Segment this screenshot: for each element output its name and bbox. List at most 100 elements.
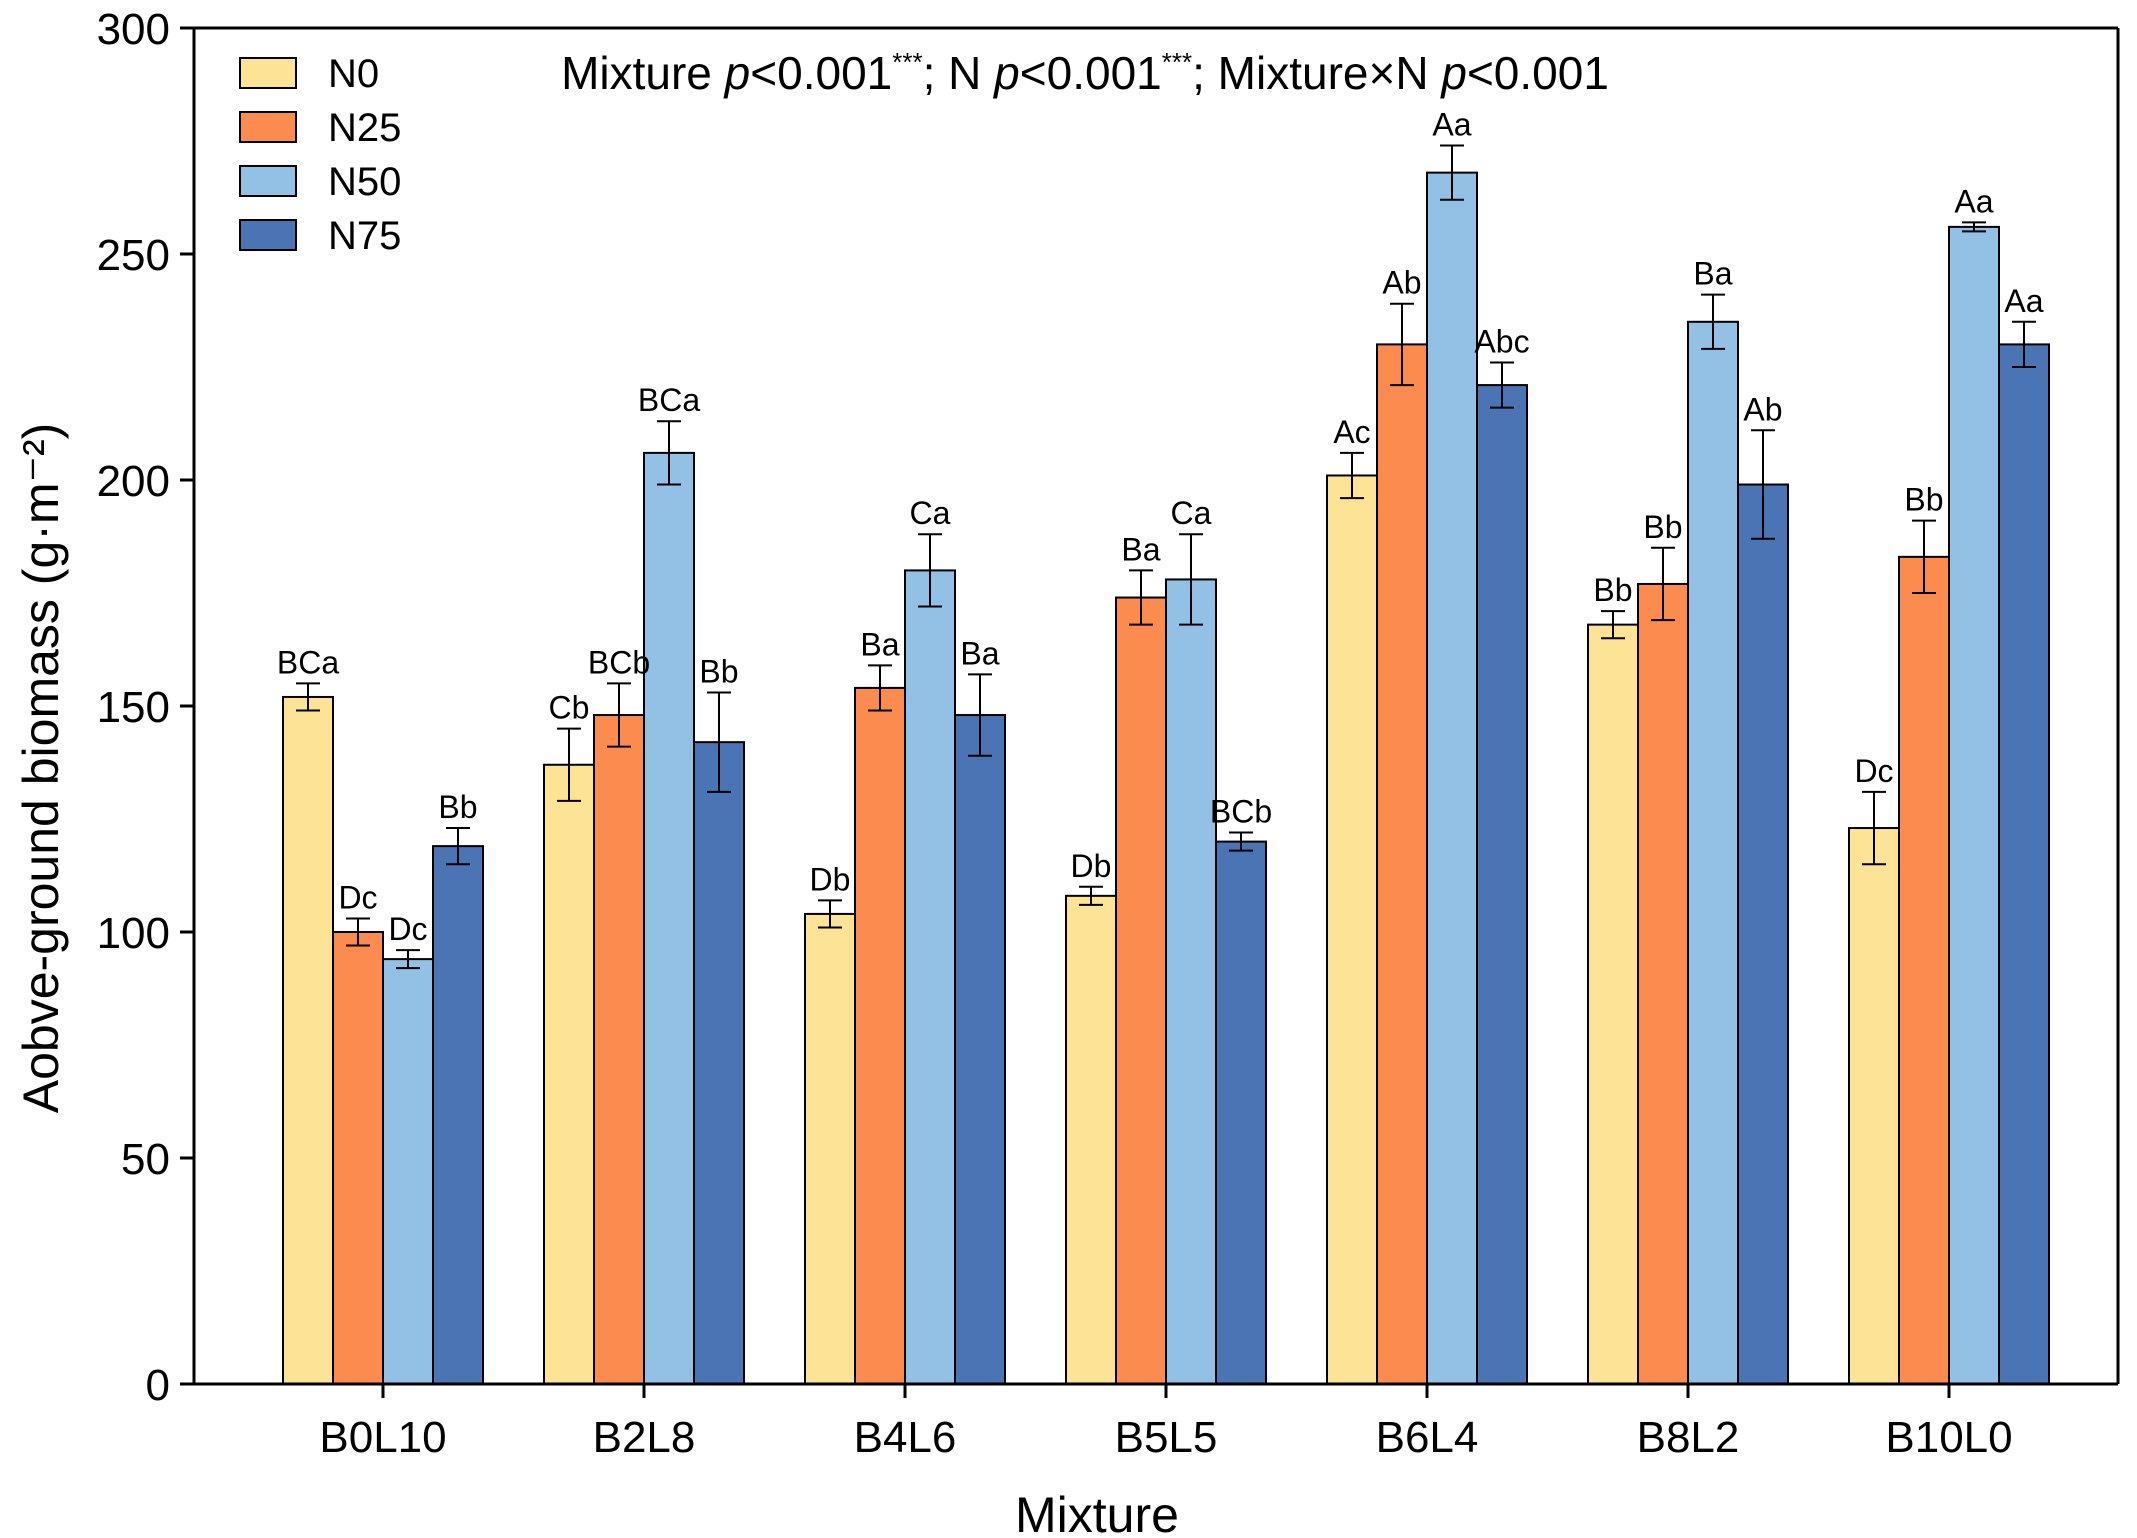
y-tick-label: 0	[146, 1361, 170, 1410]
legend: N0 N25 N50 N75	[239, 52, 401, 258]
bar-n50-b10l0	[1948, 225, 2000, 1385]
error-bar-n50-b5l5	[1179, 533, 1203, 626]
y-tick-label: 150	[97, 683, 170, 732]
significance-label-n0-b6l4: Ac	[1333, 414, 1370, 450]
error-bar-n25-b10l0	[1912, 519, 1936, 594]
annotation-part: ***	[1162, 47, 1192, 77]
bar-n50-b6l4	[1426, 171, 1478, 1385]
significance-label-n0-b5l5: Db	[1071, 848, 1112, 884]
error-bar-n25-b0l10	[346, 917, 370, 947]
error-bar-n75-b10l0	[2012, 320, 2036, 368]
y-tick-label: 250	[97, 231, 170, 280]
x-tick-label: B10L0	[1885, 1413, 2012, 1462]
x-tick-label: B2L8	[593, 1413, 696, 1462]
bar-n0-b4l6	[804, 912, 856, 1385]
error-bar-n25-b6l4	[1390, 302, 1414, 387]
significance-label-n0-b4l6: Db	[810, 861, 851, 897]
error-bar-n25-b8l2	[1651, 546, 1675, 622]
error-bar-n50-b0l10	[396, 949, 420, 970]
bar-n0-b10l0	[1848, 827, 1900, 1385]
bar-n25-b2l8	[593, 714, 645, 1385]
bar-n75-b2l8	[693, 741, 745, 1385]
y-tick-label: 300	[97, 5, 170, 54]
significance-label-n0-b2l8: Cb	[549, 690, 590, 726]
error-bar-n0-b4l6	[818, 899, 842, 929]
significance-label-n75-b6l4: Abc	[1474, 323, 1529, 359]
significance-label-n50-b8l2: Ba	[1693, 256, 1732, 292]
bar-n0-b8l2	[1587, 623, 1639, 1385]
legend-swatch	[239, 219, 297, 251]
significance-label-n25-b5l5: Ba	[1121, 531, 1160, 567]
significance-label-n75-b10l0: Aa	[2004, 283, 2043, 319]
error-bar-n0-b2l8	[557, 727, 581, 802]
significance-label-n0-b8l2: Bb	[1593, 572, 1632, 608]
bar-n25-b6l4	[1376, 343, 1428, 1385]
error-bar-n75-b0l10	[446, 827, 470, 866]
error-bar-n25-b2l8	[607, 682, 631, 748]
error-bar-n0-b6l4	[1340, 451, 1364, 500]
annotation-part: p	[723, 47, 751, 99]
significance-label-n0-b10l0: Dc	[1854, 753, 1893, 789]
significance-label-n25-b4l6: Ba	[860, 626, 899, 662]
significance-label-n50-b10l0: Aa	[1954, 183, 1993, 219]
error-bar-n75-b5l5	[1229, 831, 1253, 852]
x-tick-label: B0L10	[319, 1413, 446, 1462]
significance-label-n25-b8l2: Bb	[1643, 509, 1682, 545]
bar-n50-b4l6	[904, 569, 956, 1385]
error-bar-n75-b6l4	[1490, 361, 1514, 409]
significance-label-n75-b4l6: Ba	[960, 635, 999, 671]
significance-label-n50-b4l6: Ca	[910, 495, 951, 531]
error-bar-n50-b6l4	[1440, 144, 1464, 201]
bar-n75-b4l6	[954, 714, 1006, 1385]
x-tick-label: B4L6	[854, 1413, 957, 1462]
axes-layer: 0 50 100 150 200 250 300 B0L10 B2L8 B4L6 B5L5 B6L4 B…	[97, 5, 2120, 1462]
y-axis-title: Aobve-ground biomass (g·m⁻²)	[13, 423, 69, 1114]
error-bar-n50-b10l0	[1962, 221, 1986, 233]
bar-n0-b5l5	[1065, 894, 1117, 1386]
bar-n25-b10l0	[1898, 555, 1950, 1385]
error-bar-n50-b2l8	[657, 420, 681, 486]
bar-n50-b8l2	[1687, 320, 1739, 1385]
annotation-part: <0.001	[1020, 47, 1162, 99]
error-bar-n75-b8l2	[1751, 429, 1775, 540]
y-tick-label: 200	[97, 457, 170, 506]
bar-n50-b0l10	[382, 958, 434, 1385]
annotation-part: p	[992, 47, 1020, 99]
significance-label-n50-b6l4: Aa	[1432, 107, 1471, 143]
significance-label-n25-b2l8: BCb	[588, 644, 650, 680]
annotation-part: ***	[892, 47, 922, 77]
error-bar-n0-b8l2	[1601, 610, 1625, 640]
significance-label-n75-b8l2: Ab	[1743, 391, 1782, 427]
significance-label-n75-b0l10: Bb	[438, 789, 477, 825]
significance-label-n50-b5l5: Ca	[1171, 495, 1212, 531]
bar-n25-b8l2	[1637, 582, 1689, 1385]
significance-label-n0-b0l10: BCa	[277, 644, 339, 680]
annotation-part: <0.001	[750, 47, 892, 99]
legend-swatch	[239, 57, 297, 89]
legend-label: N25	[328, 106, 401, 150]
significance-label-n25-b6l4: Ab	[1382, 265, 1421, 301]
legend-swatch	[239, 165, 297, 197]
error-bar-n50-b8l2	[1701, 293, 1725, 350]
error-bars-layer	[296, 144, 2036, 970]
error-bar-n50-b4l6	[918, 533, 942, 608]
annotation-part: ; N	[923, 47, 995, 99]
significance-label-n50-b2l8: BCa	[638, 382, 700, 418]
bar-n0-b0l10	[282, 695, 334, 1385]
significance-label-n25-b10l0: Bb	[1904, 482, 1943, 518]
bar-n75-b5l5	[1215, 840, 1267, 1385]
bar-n75-b10l0	[1998, 343, 2050, 1385]
bar-n75-b8l2	[1737, 483, 1789, 1385]
legend-item-n75: N75	[239, 214, 401, 258]
significance-label-n75-b5l5: BCb	[1210, 794, 1272, 830]
y-tick-label: 100	[97, 909, 170, 958]
error-bar-n0-b0l10	[296, 682, 320, 712]
error-bar-n0-b10l0	[1862, 790, 1886, 866]
legend-item-n50: N50	[239, 160, 401, 204]
bar-n50-b5l5	[1165, 578, 1217, 1385]
bar-n25-b4l6	[854, 686, 906, 1385]
annotation-part: Mixture	[561, 47, 725, 99]
significance-annotation: Mixture p<0.001***; N p<0.001***; Mixtur…	[561, 47, 1609, 99]
x-tick-label: B6L4	[1376, 1413, 1479, 1462]
